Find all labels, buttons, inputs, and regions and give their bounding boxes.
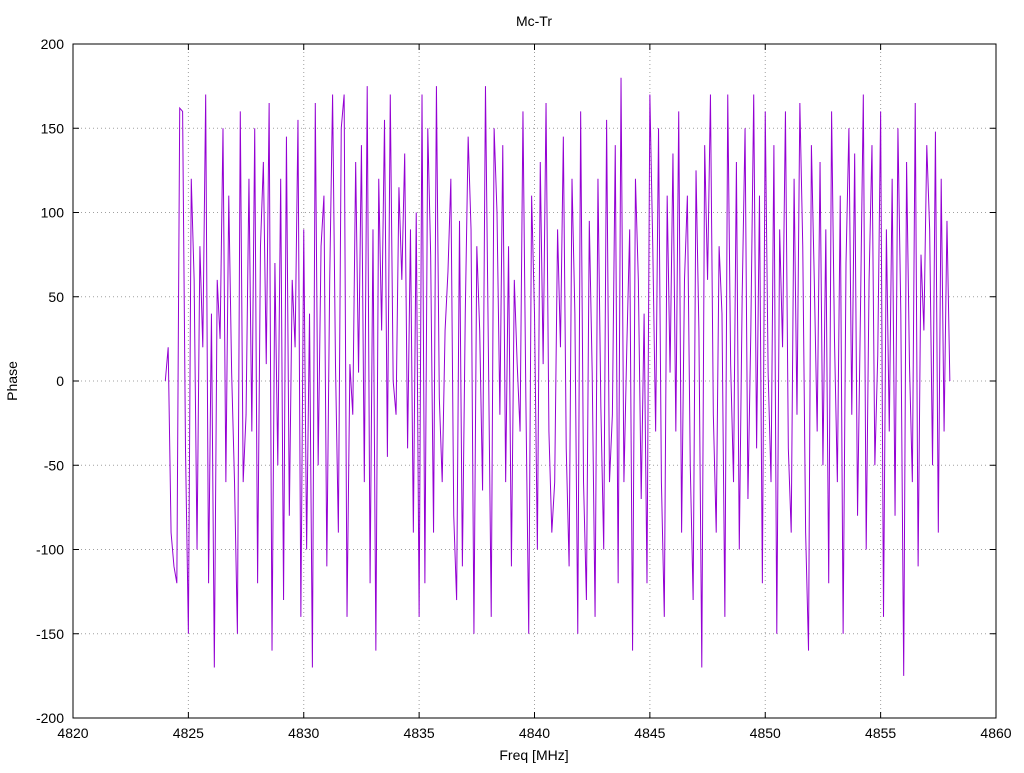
y-tick-label: 200	[41, 36, 65, 52]
x-tick-label: 4855	[865, 725, 896, 741]
series-layer	[164, 77, 951, 676]
ticks: 4820 4825 4830 4835 4840 4845 4850 4855 4860 -200…	[36, 36, 1012, 741]
phase-series-line	[164, 77, 951, 676]
x-tick-label: 4845	[634, 725, 665, 741]
x-tick-label: 4835	[404, 725, 435, 741]
y-tick-label: 50	[48, 289, 64, 305]
y-tick-label: 0	[56, 373, 64, 389]
x-tick-label: 4830	[288, 725, 319, 741]
chart-title: Mc-Tr	[516, 13, 552, 29]
x-tick-label: 4825	[173, 725, 204, 741]
x-tick-label: 4840	[519, 725, 550, 741]
x-tick-label: 4860	[980, 725, 1011, 741]
y-tick-label: -100	[36, 542, 64, 558]
y-tick-label: 100	[41, 205, 65, 221]
y-axis-label: Phase	[4, 361, 20, 401]
y-tick-label: 150	[41, 120, 65, 136]
y-tick-label: -50	[44, 457, 64, 473]
y-tick-label: -200	[36, 710, 64, 726]
x-axis-label: Freq [MHz]	[499, 747, 568, 763]
y-tick-label: -150	[36, 626, 64, 642]
x-tick-label: 4820	[57, 725, 88, 741]
x-tick-label: 4850	[750, 725, 781, 741]
